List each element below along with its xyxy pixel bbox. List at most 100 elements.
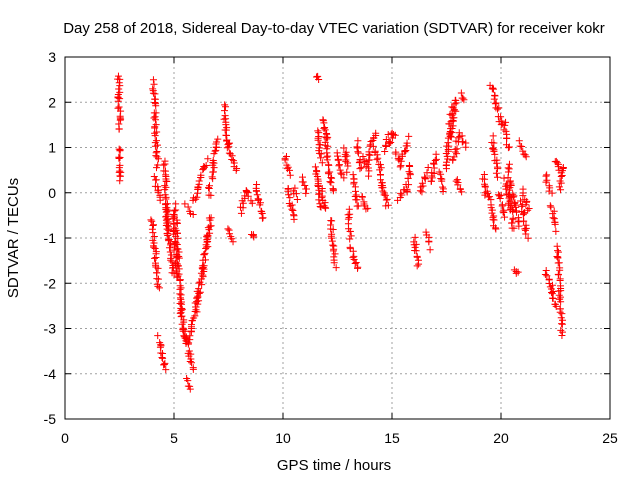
data-point	[149, 221, 157, 229]
data-point	[199, 273, 207, 281]
data-point	[152, 164, 160, 172]
data-point	[558, 310, 566, 318]
data-point	[328, 174, 336, 182]
data-point	[286, 194, 294, 202]
y-tick-label: -3	[44, 321, 57, 337]
data-point	[369, 142, 377, 150]
data-point	[258, 208, 266, 216]
data-point	[521, 151, 529, 159]
data-point	[340, 174, 348, 182]
data-point	[366, 141, 374, 149]
data-point	[346, 227, 354, 235]
data-point	[170, 246, 178, 254]
data-point	[176, 290, 184, 298]
data-point	[548, 289, 556, 297]
data-point	[178, 320, 186, 328]
data-point	[373, 156, 381, 164]
data-point	[163, 230, 171, 238]
data-point	[253, 191, 261, 199]
data-point	[288, 205, 296, 213]
data-point	[450, 114, 458, 122]
data-point	[332, 264, 340, 272]
data-point	[323, 156, 331, 164]
data-point	[239, 199, 247, 207]
data-point	[325, 161, 333, 169]
data-point	[382, 196, 390, 204]
data-point	[349, 171, 357, 179]
x-axis-label: GPS time / hours	[277, 457, 391, 474]
data-point	[205, 184, 213, 192]
data-point	[365, 148, 373, 156]
data-point	[178, 312, 186, 320]
data-point	[301, 182, 309, 190]
data-point	[405, 132, 413, 140]
data-point	[181, 334, 189, 342]
data-point	[481, 182, 489, 190]
data-point	[152, 102, 160, 110]
data-point	[281, 156, 289, 164]
data-point	[509, 215, 517, 223]
data-point	[392, 150, 400, 158]
data-point	[212, 146, 220, 154]
data-point	[438, 177, 446, 185]
data-point	[203, 233, 211, 241]
data-point	[397, 189, 405, 197]
y-tick-label: -1	[44, 230, 57, 246]
data-point	[164, 232, 172, 240]
data-point	[425, 238, 433, 246]
data-point	[150, 254, 158, 262]
data-point	[347, 232, 355, 240]
data-point	[197, 171, 205, 179]
data-point	[156, 339, 164, 347]
data-point	[452, 177, 460, 185]
data-point	[542, 178, 550, 186]
data-point	[154, 275, 162, 283]
data-point	[454, 134, 462, 142]
data-point	[546, 202, 554, 210]
data-point	[225, 139, 233, 147]
x-tick-label: 0	[61, 430, 69, 446]
data-point	[451, 96, 459, 104]
data-point	[199, 265, 207, 273]
data-point	[243, 187, 251, 195]
data-point	[176, 299, 184, 307]
data-point	[552, 227, 560, 235]
data-point	[453, 145, 461, 153]
data-point	[397, 157, 405, 165]
data-point	[155, 284, 163, 292]
data-point	[317, 150, 325, 158]
data-point	[377, 176, 385, 184]
data-point	[314, 136, 322, 144]
data-point	[358, 193, 366, 201]
data-point	[286, 202, 294, 210]
data-point	[381, 148, 389, 156]
data-point	[175, 270, 183, 278]
data-point	[147, 216, 155, 224]
x-tick-labels: 0 5 10 15 20 25	[61, 430, 618, 446]
data-point	[493, 163, 501, 171]
data-point	[497, 191, 505, 199]
data-point	[317, 154, 325, 162]
data-point	[524, 206, 532, 214]
data-point	[320, 124, 328, 132]
data-point	[357, 164, 365, 172]
data-point	[493, 173, 501, 181]
data-point	[178, 305, 186, 313]
y-tick-label: -5	[44, 411, 57, 427]
data-point	[213, 138, 221, 146]
data-point	[551, 220, 559, 228]
data-point	[354, 263, 362, 271]
data-point	[116, 82, 124, 90]
data-point	[556, 177, 564, 185]
data-point	[391, 131, 399, 139]
data-point	[285, 166, 293, 174]
data-point	[505, 186, 513, 194]
data-point	[490, 95, 498, 103]
data-point	[329, 225, 337, 233]
y-tick-label: 0	[48, 185, 56, 201]
data-point	[412, 240, 420, 248]
data-point	[154, 282, 162, 290]
data-point	[372, 129, 380, 137]
data-point	[457, 89, 465, 97]
data-point	[510, 200, 518, 208]
